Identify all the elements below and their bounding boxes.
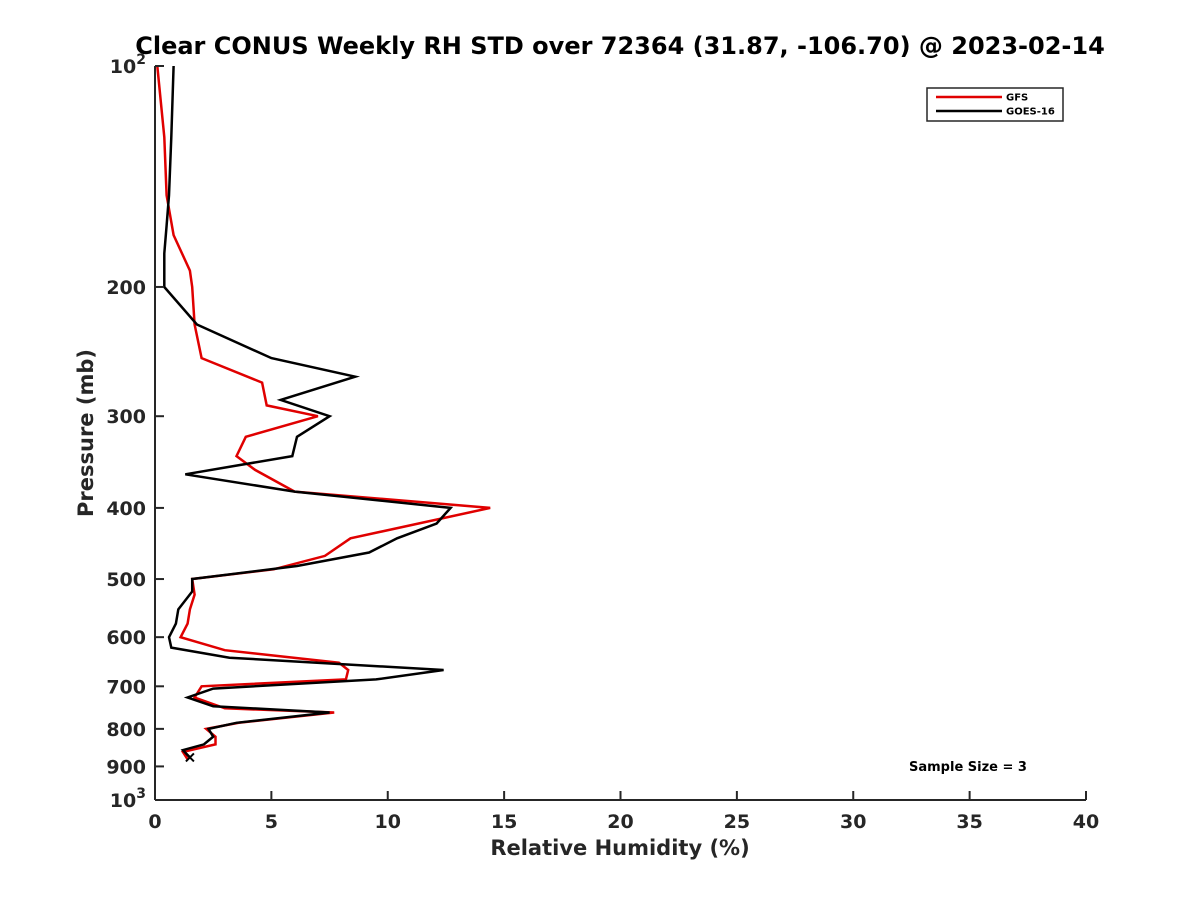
y-tick-label: 300 — [106, 406, 146, 428]
axes — [154, 66, 1086, 801]
x-tick-label: 10 — [375, 811, 401, 833]
legend: GFS GOES-16 — [926, 87, 1064, 122]
y-tick-label: 200 — [106, 277, 146, 299]
x-tick-label: 20 — [607, 811, 633, 833]
y-tick-label: 800 — [106, 719, 146, 741]
legend-box — [926, 87, 1064, 122]
y-ticks: 102 200 300 400 500 600 700 800 900 103 — [106, 52, 164, 812]
series-end-marker — [185, 752, 195, 763]
chart-title: Clear CONUS Weekly RH STD over 72364 (31… — [135, 32, 1105, 60]
y-axis-title: Pressure (mb) — [74, 349, 98, 517]
x-tick-label: 30 — [840, 811, 866, 833]
sample-size-annotation: Sample Size = 3 — [909, 760, 1027, 775]
x-axis-title: Relative Humidity (%) — [490, 836, 749, 860]
x-ticks: 0 5 10 15 20 25 30 35 40 — [148, 791, 1099, 833]
legend-label-goes16: GOES-16 — [1006, 107, 1055, 118]
y-tick-label: 400 — [106, 498, 146, 520]
y-tick-label: 102 — [110, 52, 146, 78]
y-tick-label: 103 — [110, 786, 146, 812]
series-line-gfs — [156, 65, 491, 760]
x-tick-label: 25 — [724, 811, 750, 833]
plot-lines — [156, 65, 491, 763]
x-tick-label: 0 — [148, 811, 161, 833]
x-tick-label: 35 — [956, 811, 982, 833]
y-tick-label: 500 — [106, 569, 146, 591]
legend-label-gfs: GFS — [1006, 93, 1028, 104]
x-tick-label: 40 — [1073, 811, 1099, 833]
series-line-goes16 — [163, 65, 454, 759]
x-tick-label: 5 — [265, 811, 278, 833]
x-tick-label: 15 — [491, 811, 517, 833]
y-tick-label: 600 — [106, 627, 146, 649]
y-tick-label: 700 — [106, 676, 146, 698]
y-tick-label: 900 — [106, 756, 146, 778]
